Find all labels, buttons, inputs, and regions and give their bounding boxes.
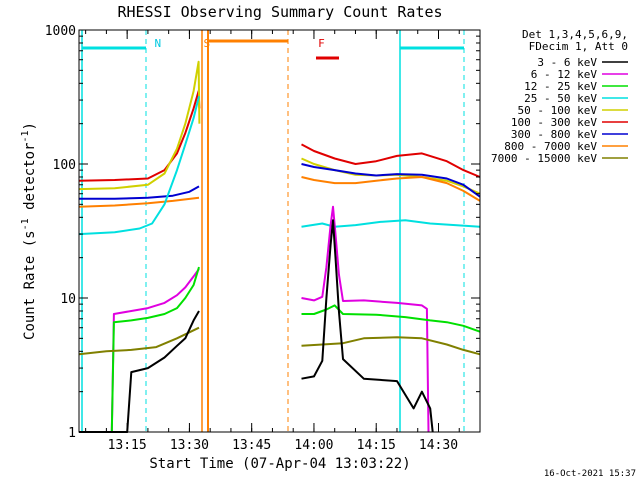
series-3-segment-1 [301, 176, 481, 202]
plot-frame [78, 29, 481, 433]
annotation-f: F [318, 37, 325, 50]
series-1-segment-0 [78, 60, 201, 191]
series-7-segment-0 [78, 326, 200, 356]
annotation-n: N [155, 37, 162, 50]
y-tick-label: 100 [53, 158, 76, 173]
legend-entry-label: 800 - 7000 keV [504, 140, 597, 153]
x-tick-label: 13:30 [170, 438, 209, 453]
legend-entry-label: 7000 - 15000 keV [491, 152, 597, 165]
legend-entry-label: 300 - 800 keV [511, 128, 597, 141]
overlay-bars [81, 30, 465, 432]
series-4-segment-1 [301, 219, 481, 228]
x-axis-label: Start Time (07-Apr-04 13:03:22) [149, 456, 410, 472]
series-3-segment-0 [78, 196, 200, 208]
legend-entry-label: 3 - 6 keV [537, 56, 597, 69]
series-0-segment-1 [301, 143, 481, 178]
y-axis-label-sup1: -1 [20, 218, 31, 230]
annotation-s: S [204, 37, 211, 50]
y-ticks: 1 10 100 1000 [45, 24, 480, 441]
series-4-segment-0 [78, 96, 200, 236]
series-8-segment-0 [79, 310, 200, 433]
series-8-segment-1 [301, 219, 434, 433]
legend-header-line: FDecim 1, Att 0 [529, 40, 628, 53]
x-tick-label: 14:30 [419, 438, 458, 453]
chart-title: RHESSI Observing Summary Count Rates [117, 3, 442, 21]
legend-entry-label: 25 - 50 keV [524, 92, 597, 105]
footer-timestamp: 16-Oct-2021 15:37 [544, 469, 636, 479]
y-axis-label-mid: detector [22, 143, 38, 219]
legend-entry-label: 100 - 300 keV [511, 116, 597, 129]
series-5-segment-1 [301, 205, 430, 433]
y-axis-label-end: ) [22, 122, 38, 130]
series-6-segment-0 [79, 266, 200, 433]
y-axis-label-main: Count Rate (s [22, 230, 38, 340]
x-tick-label: 14:15 [357, 438, 396, 453]
x-tick-label: 14:00 [294, 438, 333, 453]
series-2-segment-0 [79, 185, 200, 200]
x-tick-label: 13:15 [108, 438, 147, 453]
legend-entry-label: 12 - 25 keV [524, 80, 597, 93]
series-layer [78, 60, 481, 433]
series-7-segment-1 [301, 336, 481, 356]
x-tick-label: 13:45 [232, 438, 271, 453]
series-0-segment-0 [78, 90, 201, 182]
y-tick-label: 1000 [45, 24, 76, 39]
y-axis-label-sup2: -1 [20, 130, 31, 142]
legend-entry-label: 6 - 12 keV [531, 68, 598, 81]
y-axis-label: Count Rate (s-1 detector-1) [20, 122, 38, 340]
legend: Det 1,3,4,5,6,9,FDecim 1, Att 0 3 - 6 keV… [491, 28, 628, 165]
legend-header-line: Det 1,3,4,5,6,9, [522, 28, 628, 41]
series-2-segment-1 [301, 163, 481, 198]
y-tick-label: 10 [60, 292, 76, 307]
y-tick-label: 1 [68, 426, 76, 441]
series-5-segment-0 [79, 268, 200, 433]
series-6-segment-1 [301, 304, 481, 333]
legend-entry-label: 50 - 100 keV [518, 104, 598, 117]
x-ticks: 13:15 13:30 13:45 14:00 14:15 14:30 [85, 30, 481, 453]
